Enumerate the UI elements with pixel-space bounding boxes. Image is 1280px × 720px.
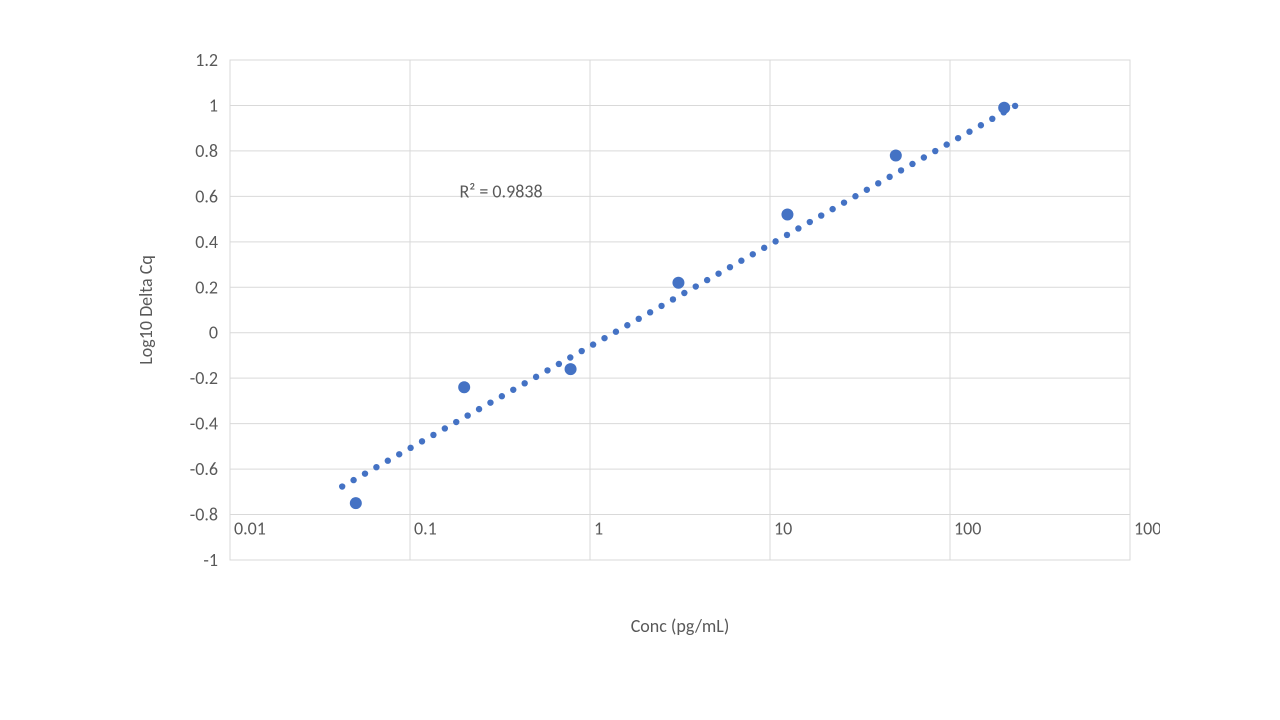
trendline-dot <box>841 199 847 205</box>
trendline-dot <box>989 116 995 122</box>
trendline-dot <box>624 322 630 328</box>
trendline-dot <box>590 341 596 347</box>
trendline-dot <box>715 270 721 276</box>
trendline-dot <box>636 316 642 322</box>
trendline-dot <box>886 174 892 180</box>
trendline-dot <box>852 193 858 199</box>
trendline-dot <box>795 225 801 231</box>
trendline-dot <box>750 251 756 257</box>
trendline-dot <box>579 348 585 354</box>
y-tick-label: 1.2 <box>195 49 218 71</box>
trendline-dot <box>647 309 653 315</box>
trendline-dot <box>613 329 619 335</box>
x-tick-label: 0.1 <box>414 518 437 540</box>
y-tick-label: 0.4 <box>195 231 218 253</box>
trendline-dot <box>829 206 835 212</box>
x-tick-label: 10 <box>774 518 792 540</box>
y-tick-label: 0.6 <box>195 185 218 207</box>
data-point <box>458 381 470 393</box>
trendline-dot <box>670 296 676 302</box>
x-axis-title: Conc (pg/mL) <box>631 615 730 637</box>
trendline-dot <box>864 187 870 193</box>
y-tick-label: 0 <box>209 322 218 344</box>
trendline-dot <box>955 135 961 141</box>
trendline-dot <box>339 483 345 489</box>
y-tick-label: -0.6 <box>190 458 218 480</box>
y-tick-label: -0.2 <box>190 367 218 389</box>
trendline-dot <box>875 180 881 186</box>
trendline-dot <box>533 374 539 380</box>
trendline-dot <box>476 406 482 412</box>
trendline-dot <box>601 335 607 341</box>
x-tick-label: 1000 <box>1134 518 1160 540</box>
trendline-dot <box>521 380 527 386</box>
x-tick-label: 100 <box>954 518 981 540</box>
trendline-dot <box>556 361 562 367</box>
trendline-dot <box>761 245 767 251</box>
trendline-dot <box>807 219 813 225</box>
trendline-dot <box>407 445 413 451</box>
trendline-dot <box>978 122 984 128</box>
y-tick-label: 0.8 <box>195 140 218 162</box>
trendline-dot <box>464 412 470 418</box>
y-axis-title: Log10 Delta Cq <box>135 255 157 365</box>
trendline-dot <box>966 129 972 135</box>
trendline-dot <box>943 141 949 147</box>
y-tick-label: -0.8 <box>190 504 218 526</box>
data-point <box>998 102 1010 114</box>
trendline-dot <box>385 458 391 464</box>
trendline-dot <box>487 399 493 405</box>
data-point <box>890 149 902 161</box>
y-tick-label: 1 <box>209 94 218 116</box>
trendline-dot <box>818 212 824 218</box>
trendline-dot <box>419 438 425 444</box>
trendline-dot <box>350 477 356 483</box>
r-squared-label: R² = 0.9838 <box>460 181 543 203</box>
trendline-dot <box>704 277 710 283</box>
trendline-dot <box>499 393 505 399</box>
trendline-dot <box>396 451 402 457</box>
trendline-dot <box>693 283 699 289</box>
trendline-dot <box>442 425 448 431</box>
scatter-chart: 0.01 0.1 1 10 100 1000 -1 -0.8 -0.6 -0.4 -0.2 0 0.2 0… <box>120 40 1160 680</box>
trendline-dot <box>1012 103 1018 109</box>
chart-container: 0.01 0.1 1 10 100 1000 -1 -0.8 -0.6 -0.4 -0.2 0 0.2 0… <box>120 40 1160 680</box>
trendline-dot <box>772 238 778 244</box>
trendline-dot <box>362 470 368 476</box>
data-point <box>350 497 362 509</box>
trendline-dot <box>510 387 516 393</box>
trendline-dot <box>567 354 573 360</box>
trendline-dot <box>738 258 744 264</box>
trendline-dot <box>373 464 379 470</box>
trendline-dot <box>430 432 436 438</box>
trendline-dot <box>453 419 459 425</box>
data-point <box>781 209 793 221</box>
trendline-dot <box>544 367 550 373</box>
y-tick-label: -1 <box>203 549 218 571</box>
trendline-dot <box>921 154 927 160</box>
x-tick-label: 1 <box>594 518 603 540</box>
trendline-dot <box>898 167 904 173</box>
trendline-dot <box>681 290 687 296</box>
trendline-dot <box>909 161 915 167</box>
y-tick-label: 0.2 <box>195 276 218 298</box>
data-point <box>672 277 684 289</box>
trendline-dot <box>727 264 733 270</box>
trendline-dot <box>932 148 938 154</box>
trendline-dot <box>784 232 790 238</box>
x-tick-label: 0.01 <box>234 518 266 540</box>
y-tick-label: -0.4 <box>190 413 218 435</box>
trendline-dot <box>658 303 664 309</box>
data-point <box>565 363 577 375</box>
